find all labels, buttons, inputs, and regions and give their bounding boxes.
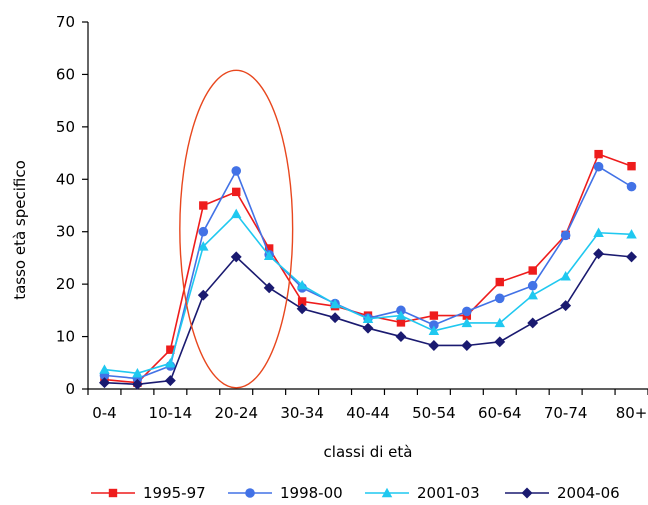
data-point	[560, 300, 572, 312]
data-point	[362, 313, 374, 323]
data-point	[627, 161, 636, 171]
data-point	[165, 358, 176, 368]
legend-item-1995-97: 1995-97	[91, 484, 206, 502]
highlight-ellipse	[179, 69, 294, 389]
legend-marker	[381, 487, 393, 498]
data-point	[461, 317, 473, 328]
data-point	[199, 201, 208, 210]
data-point	[296, 279, 308, 290]
data-point	[527, 317, 539, 329]
x-axis-title: classi di età	[324, 443, 413, 461]
data-point	[362, 322, 374, 334]
data-point	[494, 336, 506, 348]
data-point	[198, 241, 209, 251]
y-tick-label: 20	[56, 275, 75, 293]
legend-marker	[521, 487, 533, 499]
data-point	[429, 320, 439, 330]
x-tick-label: 60-64	[478, 404, 522, 422]
data-point	[494, 317, 506, 328]
x-tick-label: 80+	[616, 404, 648, 422]
data-point	[626, 181, 637, 192]
legend-marker	[245, 488, 255, 498]
y-tick-label: 60	[56, 65, 75, 83]
data-point	[230, 251, 242, 263]
data-point	[395, 331, 407, 343]
data-point	[132, 368, 143, 378]
data-point	[527, 289, 538, 300]
data-point	[429, 311, 439, 320]
series-layer	[99, 149, 637, 390]
x-tick-label: 70-74	[544, 404, 588, 422]
data-point	[593, 227, 604, 237]
data-point	[428, 340, 440, 351]
series-2001-03	[99, 208, 637, 378]
y-tick-label: 30	[56, 223, 75, 241]
data-point	[461, 340, 473, 351]
y-tick-label: 0	[65, 380, 75, 398]
y-axis-title: tasso età specifico	[11, 160, 29, 300]
data-point	[99, 377, 110, 389]
series-1998-00	[99, 161, 637, 384]
data-point	[593, 161, 604, 172]
legend-marker	[108, 488, 118, 498]
x-tick-label: 20-24	[214, 404, 258, 422]
data-point	[329, 312, 341, 324]
data-point	[264, 244, 274, 253]
data-point	[230, 208, 242, 219]
highlight-layer	[179, 69, 294, 389]
legend: 1995-97 1998-00 2001-03 2004-06	[91, 484, 620, 502]
data-point	[263, 282, 275, 294]
x-tick-label: 40-44	[346, 404, 390, 422]
data-point	[626, 229, 637, 239]
data-point	[626, 251, 637, 263]
legend-label: 1995-97	[143, 484, 206, 502]
data-point	[131, 378, 143, 390]
data-point	[560, 230, 571, 241]
y-tick-label: 70	[56, 13, 75, 31]
legend-item-2004-06: 2004-06	[505, 484, 620, 502]
x-tick-label: 0-4	[92, 404, 117, 422]
data-point	[329, 298, 341, 309]
y-tick-label: 10	[56, 328, 75, 346]
data-point	[99, 364, 110, 374]
data-point	[231, 166, 242, 176]
y-axis-ticks: 0 10 20 30 40 50 60 70	[56, 13, 88, 398]
data-point	[462, 306, 472, 317]
data-point	[198, 226, 209, 237]
data-point	[166, 345, 175, 354]
y-tick-label: 50	[56, 118, 75, 136]
data-point	[263, 250, 275, 261]
data-point	[395, 310, 407, 320]
data-point	[560, 271, 571, 281]
data-point	[428, 325, 440, 336]
x-tick-label: 10-14	[149, 404, 193, 422]
x-axis-ticks: 0-4 10-14 20-24 30-34 40-44 50-54 60-64 70-74 80…	[87, 389, 648, 422]
x-tick-label: 30-34	[280, 404, 324, 422]
data-point	[528, 266, 537, 275]
legend-item-1998-00: 1998-00	[228, 484, 343, 502]
legend-item-2001-03: 2001-03	[365, 484, 480, 502]
data-point	[495, 277, 504, 287]
legend-label: 2004-06	[557, 484, 620, 502]
legend-label: 2001-03	[417, 484, 480, 502]
series-1995-97	[100, 149, 636, 387]
legend-label: 1998-00	[280, 484, 343, 502]
data-point	[593, 248, 605, 260]
data-point	[527, 280, 538, 291]
data-point	[494, 293, 505, 304]
data-point	[232, 187, 241, 197]
data-point	[396, 318, 406, 327]
axes	[87, 22, 648, 390]
y-tick-label: 40	[56, 170, 75, 188]
data-point	[594, 149, 603, 159]
series-2004-06	[99, 248, 637, 390]
data-point	[296, 303, 308, 315]
data-point	[164, 375, 176, 387]
x-tick-label: 50-54	[412, 404, 456, 422]
data-point	[197, 289, 209, 301]
data-point	[297, 297, 307, 306]
